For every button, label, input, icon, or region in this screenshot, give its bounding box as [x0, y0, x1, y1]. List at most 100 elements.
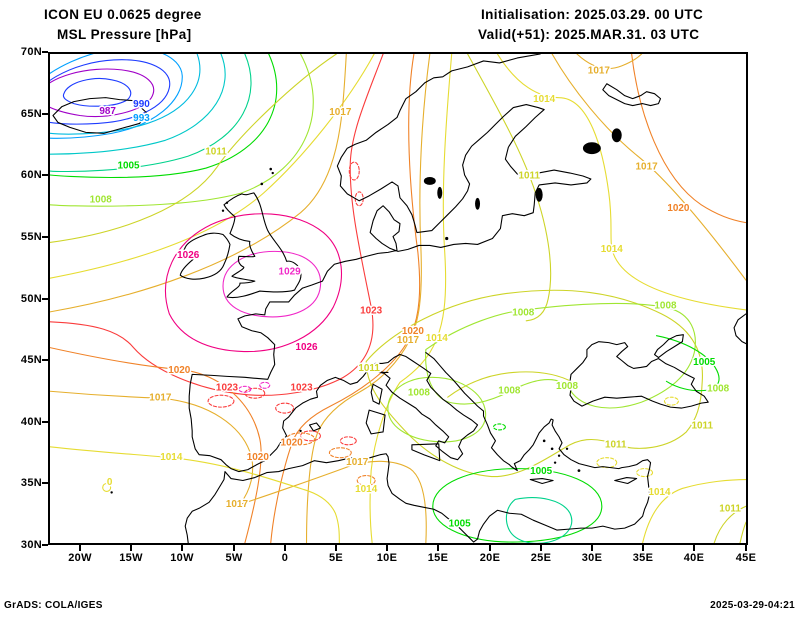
lat-label: 45N [20, 354, 42, 366]
coast-iceland [52, 97, 149, 134]
coast-italy [367, 353, 479, 461]
isobar-label-1008: 1008 [707, 384, 730, 395]
isobar-1011 [50, 54, 337, 244]
isobar-label-1011: 1011 [605, 439, 627, 450]
render-timestamp: 2025-03-29-04:21 [710, 600, 795, 611]
isobar-label-1017: 1017 [346, 457, 369, 468]
isobar-984 [62, 78, 132, 107]
isobar-label-1014: 1014 [533, 94, 556, 105]
lon-label: 30E [581, 552, 603, 564]
coast-mallorca [308, 422, 321, 432]
isobar-993 [50, 54, 183, 139]
lat-tick [42, 359, 48, 361]
isobar-1005 [50, 54, 278, 179]
isobar-label-1008: 1008 [498, 386, 521, 397]
lon-label: 10W [170, 552, 194, 564]
isobar-label-1023: 1023 [216, 383, 239, 394]
isobar-label-1011: 1011 [518, 170, 540, 181]
isobar-1011-inner [447, 371, 574, 398]
lon-tick [591, 545, 593, 551]
coast-cyprus [614, 476, 638, 485]
isobar-1011-se1 [713, 505, 746, 543]
lat-label: 60N [20, 169, 42, 181]
lon-label: 5W [225, 552, 243, 564]
isobar-label-1014: 1014 [160, 452, 183, 463]
isobar-1008-trough [425, 302, 696, 409]
lon-tick [181, 545, 183, 551]
isobar-1014-central [369, 54, 453, 543]
lat-label: 65N [20, 108, 42, 120]
isobar-1017-ne-dip [576, 54, 643, 70]
isobar-label-1005: 1005 [449, 519, 472, 530]
isobar-label-1026: 1026 [295, 342, 318, 353]
isobar-label-1011: 1011 [719, 504, 741, 515]
coast-caspian-edge [733, 313, 746, 345]
grads-credit: GrADS: COLA/IGES [4, 600, 103, 611]
isobar-1008-adriatic [387, 376, 487, 443]
isobar-labels: 987 990 993 1005 1008 1011 1017 1011 1014 1017 101… [88, 64, 743, 531]
lakes-and-islands [110, 128, 622, 494]
isobar-1029 [222, 250, 321, 318]
isobar-label-1008: 1008 [556, 381, 579, 392]
lat-tick [42, 51, 48, 53]
lat-tick [42, 421, 48, 423]
isobar-999 [50, 54, 226, 155]
isobar-label-987: 987 [99, 106, 116, 117]
isobar-1011-baltic [467, 54, 552, 322]
isobar-1020-west [50, 347, 262, 543]
isobar-label-1017: 1017 [397, 335, 420, 346]
coast-southeast [184, 352, 652, 543]
artifact-contours [102, 161, 679, 492]
isobar-label-1020: 1020 [667, 203, 690, 214]
lon-label: 20E [479, 552, 501, 564]
isobar-label-0: 0 [107, 477, 113, 488]
coast-sardinia [365, 409, 386, 435]
model-title: ICON EU 0.0625 degree [44, 7, 202, 22]
isobar-label-1023: 1023 [360, 305, 383, 316]
isobar-1014-ne [496, 54, 746, 311]
isobar-990 [50, 59, 171, 125]
isobar-1011-trough [365, 289, 703, 478]
lon-label: 15W [119, 552, 143, 564]
isobar-987 [50, 68, 155, 117]
isobar-label-1023: 1023 [291, 383, 314, 394]
isobar-1008 [50, 54, 314, 207]
lon-tick [386, 545, 388, 551]
init-time-label: Initialisation: 2025.03.29. 00 UTC [481, 7, 704, 22]
lon-tick [745, 545, 747, 551]
isobar-1014-se [642, 478, 746, 543]
lon-tick [642, 545, 644, 551]
isobar-label-1020: 1020 [402, 326, 425, 337]
lat-tick [42, 544, 48, 546]
isobar-label-1017: 1017 [329, 107, 352, 118]
isobar-1023 [50, 54, 384, 396]
lat-label: 70N [20, 46, 42, 58]
lon-tick [335, 545, 337, 551]
isobar-label-1005: 1005 [530, 466, 553, 477]
isobar-1020-ne [631, 54, 746, 224]
isobar-1017 [50, 54, 347, 313]
isobar-1002-libya [505, 497, 573, 543]
isobar-1026 [165, 213, 343, 353]
isobar-label-1017: 1017 [588, 65, 611, 76]
coastlines [52, 54, 746, 543]
lon-label: 5E [328, 552, 344, 564]
coast-corsica [370, 383, 383, 405]
isobar-label-1008: 1008 [408, 388, 431, 399]
lon-tick [437, 545, 439, 551]
lon-label: 45E [735, 552, 757, 564]
lon-label: 0 [281, 552, 289, 564]
lon-label: 10E [376, 552, 398, 564]
coast-azov-sea [653, 334, 684, 359]
lat-label: 35N [20, 477, 42, 489]
coast-britain [223, 192, 302, 299]
lon-label: 25E [530, 552, 552, 564]
isobar-1002 [50, 54, 252, 173]
isobar-1014-africa [50, 446, 340, 543]
isobar-label-1008: 1008 [512, 307, 535, 318]
isobar-1005-caucasus [655, 335, 720, 392]
isobar-label-1014: 1014 [648, 487, 671, 498]
map-frame: 987 990 993 1005 1008 1011 1017 1011 1014 1017 101… [48, 52, 748, 545]
isobar-label-1020: 1020 [247, 452, 270, 463]
